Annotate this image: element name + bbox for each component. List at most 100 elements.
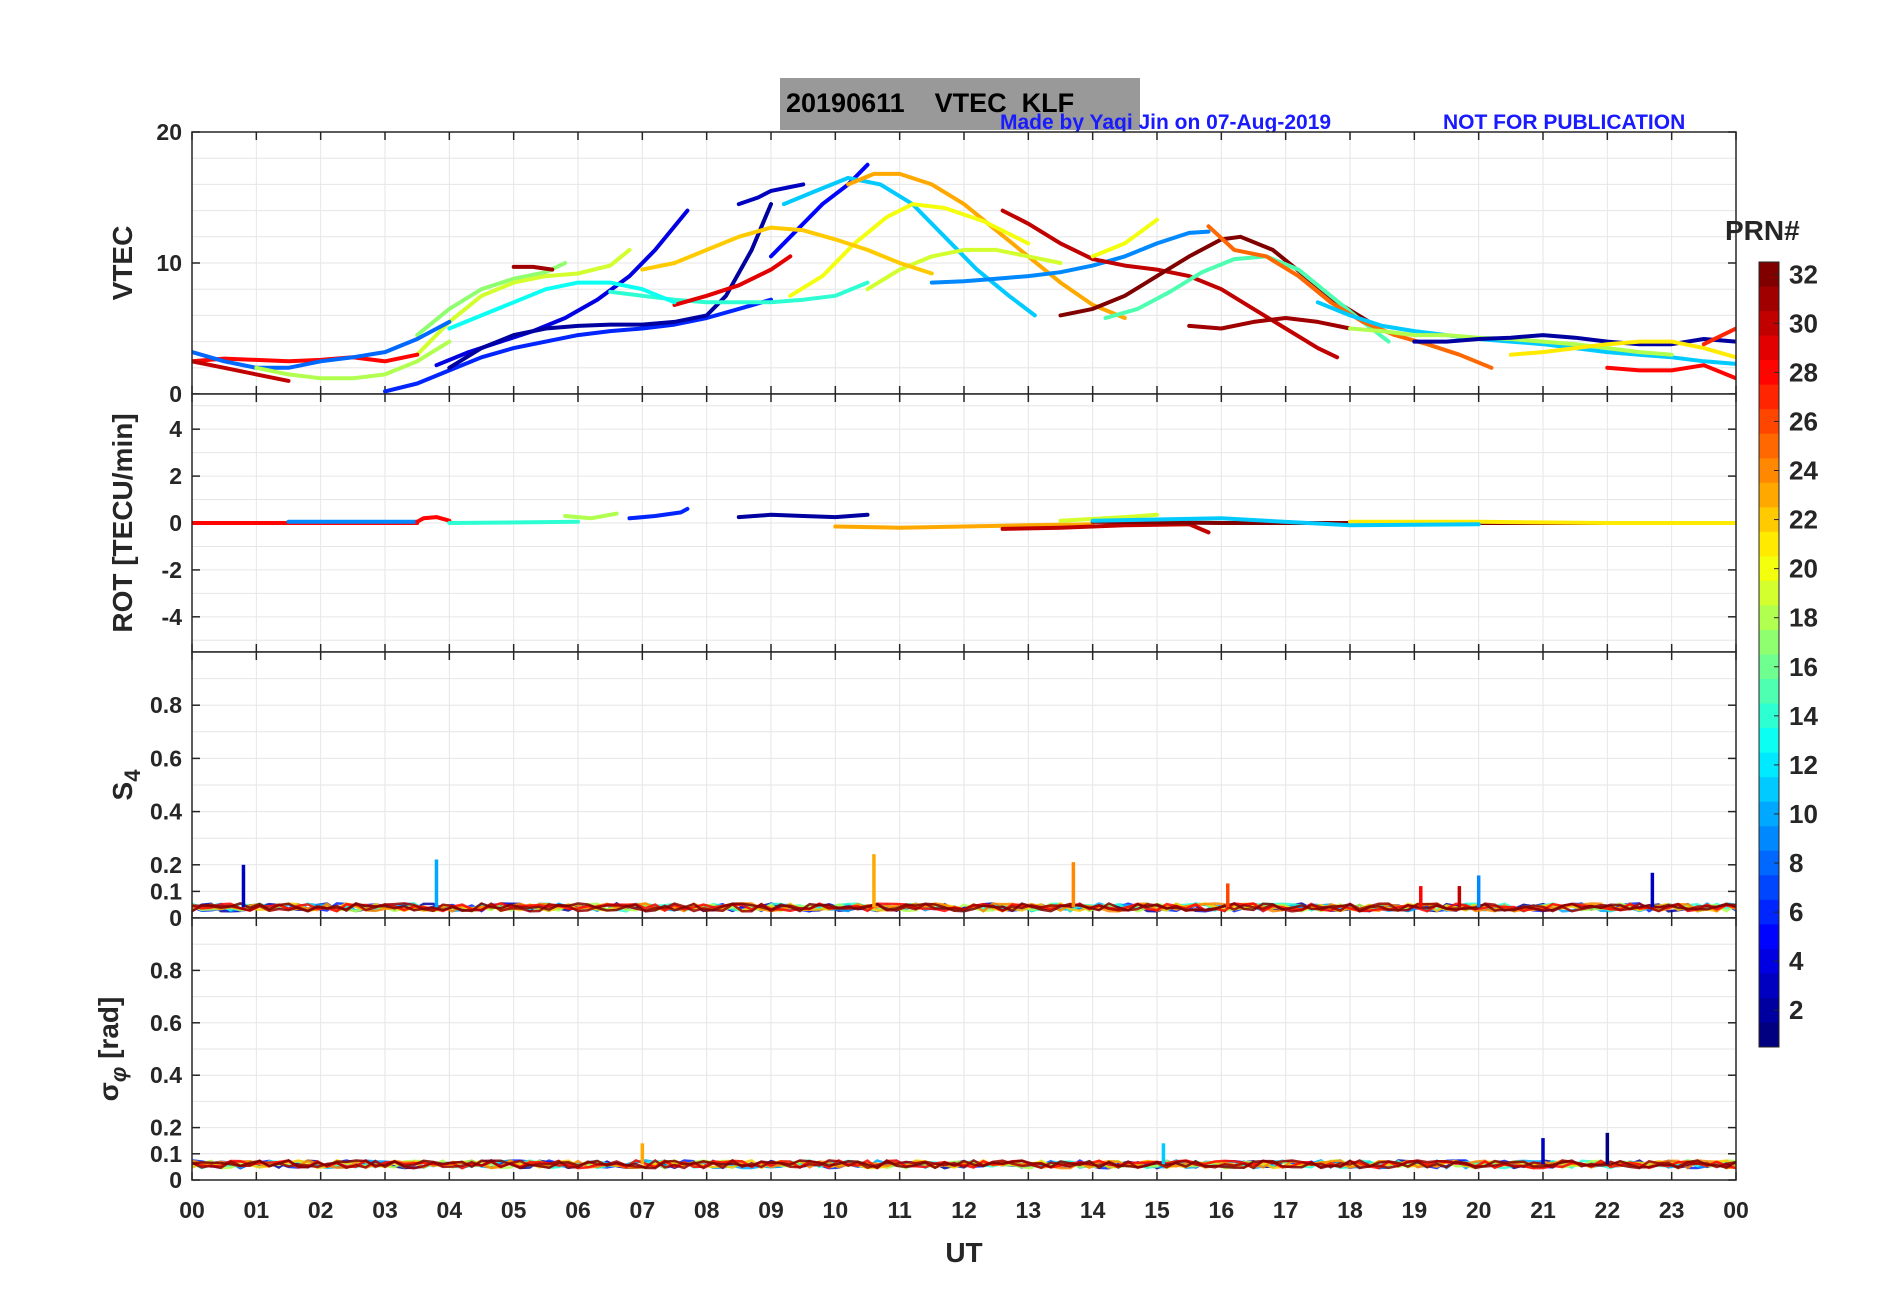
x-axis-label: UT bbox=[945, 1237, 982, 1268]
x-tick-label: 03 bbox=[372, 1197, 398, 1223]
y-tick-label: 4 bbox=[169, 416, 182, 442]
y-tick-label: -2 bbox=[162, 557, 182, 583]
colorbar-segment bbox=[1759, 752, 1779, 778]
series-prn-21 bbox=[1348, 519, 1736, 525]
y-axis-label: VTEC bbox=[107, 226, 138, 301]
x-tick-label: 01 bbox=[244, 1197, 270, 1223]
colorbar-tick-label: 14 bbox=[1789, 701, 1818, 731]
series-prn-22 bbox=[640, 225, 934, 276]
y-tick-label: 0 bbox=[169, 1167, 182, 1193]
x-tick-label: 12 bbox=[951, 1197, 977, 1223]
series-prn-21 bbox=[1508, 339, 1736, 360]
series-prn-29 bbox=[672, 254, 793, 307]
y-tick-label: 10 bbox=[156, 250, 182, 276]
series-prn-23 bbox=[846, 171, 1127, 320]
y-tick-label: 0.8 bbox=[150, 692, 182, 718]
colorbar-segment bbox=[1759, 875, 1779, 901]
x-tick-label: 00 bbox=[179, 1197, 205, 1223]
series-prn-20 bbox=[788, 202, 1031, 298]
data-layer bbox=[192, 854, 1736, 913]
x-tick-label: 13 bbox=[1016, 1197, 1042, 1223]
x-tick-label: 06 bbox=[565, 1197, 591, 1223]
colorbar-segment bbox=[1759, 458, 1779, 484]
series-prn-31 bbox=[511, 264, 555, 272]
x-tick-label: 00 bbox=[1723, 1197, 1749, 1223]
series-prn-30 bbox=[1000, 522, 1211, 535]
colorbar-tick-label: 20 bbox=[1789, 554, 1818, 584]
x-tick-label: 14 bbox=[1080, 1197, 1106, 1223]
x-tick-label: 09 bbox=[758, 1197, 784, 1223]
panel-vtec: 0 10 20 VTEC bbox=[107, 119, 1737, 407]
y-tick-label: 0.6 bbox=[150, 745, 182, 771]
series-prn-23 bbox=[833, 522, 1095, 530]
colorbar-segment bbox=[1759, 728, 1779, 754]
colorbar-tick-label: 26 bbox=[1789, 406, 1818, 436]
x-tick-label: 16 bbox=[1209, 1197, 1235, 1223]
colorbar-segment bbox=[1759, 654, 1779, 680]
colorbar-segment bbox=[1759, 507, 1779, 533]
colorbar-label: PRN# bbox=[1725, 215, 1800, 246]
x-axis: 00 01 02 03 04 05 06 07 08 09 10 11 12 13 14 15 16 17 18 19… bbox=[179, 1197, 1749, 1268]
panel-frame bbox=[191, 917, 1737, 1181]
notice-text: NOT FOR PUBLICATION bbox=[1443, 111, 1686, 134]
colorbar-tick-label: 4 bbox=[1789, 946, 1804, 976]
series-prn-28 bbox=[415, 515, 452, 524]
y-label-sub: φ bbox=[106, 1067, 131, 1082]
y-tick-label: 0.4 bbox=[150, 799, 182, 825]
colorbar-segment bbox=[1759, 997, 1779, 1023]
series-prn-14 bbox=[608, 280, 870, 305]
x-tick-label: 05 bbox=[501, 1197, 527, 1223]
y-axis-label: S4 bbox=[107, 769, 145, 801]
x-tick-label: 11 bbox=[888, 1197, 913, 1223]
x-tick-label: 04 bbox=[437, 1197, 463, 1223]
colorbar-segment bbox=[1759, 801, 1779, 827]
colorbar-segment bbox=[1759, 580, 1779, 606]
x-tick-label: 18 bbox=[1337, 1197, 1363, 1223]
data-layer bbox=[192, 506, 1736, 535]
colorbar-tick-label: 30 bbox=[1789, 308, 1818, 338]
x-tick-label: 23 bbox=[1659, 1197, 1685, 1223]
y-axis-label: σφ [rad] bbox=[93, 997, 131, 1102]
colorbar-tick-label: 10 bbox=[1789, 799, 1818, 829]
colorbar-tick-label: 22 bbox=[1789, 505, 1818, 535]
colorbar-segment bbox=[1759, 384, 1779, 410]
series-prn-2 bbox=[736, 512, 870, 520]
panel-sigma: 00.10.2 0.4 0.6 0.8 σφ [rad] bbox=[93, 917, 1737, 1193]
colorbar-segment bbox=[1759, 286, 1779, 312]
colorbar-segment bbox=[1759, 679, 1779, 705]
panel-s4: 00.10.2 0.4 0.6 0.8 S4 bbox=[107, 651, 1737, 931]
colorbar-tick-label: 16 bbox=[1789, 652, 1818, 682]
colorbar-tick-label: 8 bbox=[1789, 848, 1803, 878]
colorbar-segment bbox=[1759, 973, 1779, 999]
series-prn-19 bbox=[415, 247, 632, 357]
x-tick-label: 22 bbox=[1595, 1197, 1621, 1223]
colorbar-segment bbox=[1759, 948, 1779, 974]
colorbar-segment bbox=[1759, 311, 1779, 337]
y-label-rest: [rad] bbox=[93, 997, 124, 1067]
colorbar-segment bbox=[1759, 899, 1779, 925]
colorbar-segment bbox=[1759, 629, 1779, 655]
y-tick-label: 0.1 bbox=[150, 878, 182, 904]
colorbar-segment bbox=[1759, 556, 1779, 582]
y-tick-label: 0 bbox=[169, 905, 182, 931]
colorbar-segment bbox=[1759, 826, 1779, 852]
series-prn-11 bbox=[1315, 300, 1736, 366]
colorbar-tick-label: 28 bbox=[1789, 357, 1818, 387]
x-tick-label: 10 bbox=[823, 1197, 849, 1223]
colorbar-segment bbox=[1759, 703, 1779, 729]
y-tick-label: -4 bbox=[162, 604, 183, 630]
y-tick-label: 0.8 bbox=[150, 957, 182, 983]
series-prn-27 bbox=[1701, 326, 1736, 347]
data-layer bbox=[192, 162, 1736, 394]
colorbar-tick-label: 18 bbox=[1789, 603, 1818, 633]
y-tick-label: 0.1 bbox=[150, 1141, 182, 1167]
series-prn-14 bbox=[447, 519, 580, 525]
y-tick-label: 20 bbox=[156, 119, 182, 145]
colorbar-tick-label: 32 bbox=[1789, 259, 1818, 289]
x-tick-label: 15 bbox=[1144, 1197, 1170, 1223]
series-prn-20 bbox=[1090, 217, 1159, 259]
x-tick-label: 20 bbox=[1466, 1197, 1492, 1223]
series-prn-6 bbox=[627, 506, 690, 521]
series-prn-6 bbox=[383, 297, 773, 394]
series-prn-19 bbox=[1058, 512, 1159, 523]
